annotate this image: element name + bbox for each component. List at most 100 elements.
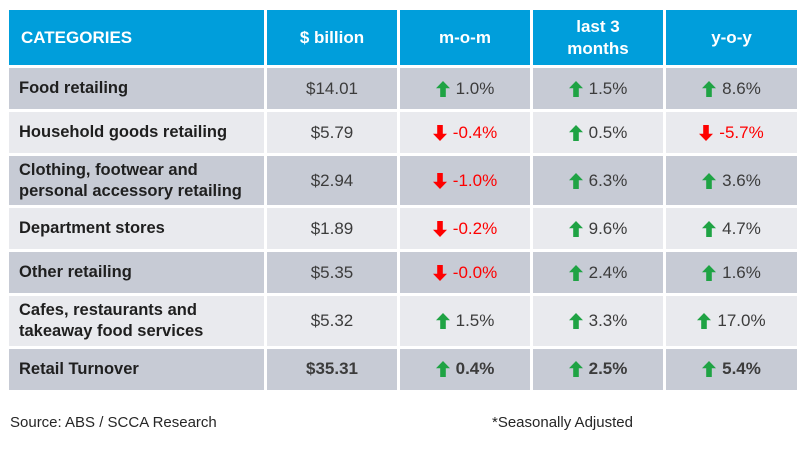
last3-cell: 0.5% xyxy=(533,112,663,153)
category-cell: Food retailing xyxy=(9,68,264,109)
last3-value: 1.5% xyxy=(588,78,628,98)
billion-cell: $35.31 xyxy=(267,348,397,390)
last3-value: 6.3% xyxy=(588,171,628,190)
mom-cell: 0.4% xyxy=(400,348,530,390)
mom-value: -0.0% xyxy=(452,263,498,283)
header-billion-label: $ billion xyxy=(299,27,365,47)
table-row: Other retailing $5.35 -0.0% 2.4% 1.6% xyxy=(9,252,797,294)
yoy-value: 17.0% xyxy=(717,311,766,331)
mom-value: 0.4% xyxy=(455,359,495,379)
down-arrow-icon xyxy=(432,264,447,281)
yoy-value: 1.6% xyxy=(722,263,761,283)
mom-value: 1.0% xyxy=(455,78,495,98)
billion-cell: $5.79 xyxy=(267,112,397,153)
mom-cell: 1.0% xyxy=(400,68,530,109)
table-footer: Source: ABS / SCCA Research *Seasonally … xyxy=(0,412,802,436)
table-row: Retail Turnover $35.31 0.4% 2.5% 5.4% xyxy=(9,348,797,390)
up-arrow-icon xyxy=(568,80,583,97)
up-arrow-icon xyxy=(568,361,583,377)
last3-value: 9.6% xyxy=(588,219,628,239)
category-cell: Department stores xyxy=(9,208,264,250)
table-row: Food retailing $14.01 1.0% 1.5% 8.6% xyxy=(9,68,797,109)
down-arrow-icon xyxy=(432,220,447,237)
table-row: Department stores $1.89 -0.2% 9.6% 4.7% xyxy=(9,208,797,250)
category-cell: Cafes, restaurants and takeaway food ser… xyxy=(9,296,264,346)
yoy-value: 3.6% xyxy=(722,171,761,190)
billion-cell: $5.32 xyxy=(267,296,397,346)
up-arrow-icon xyxy=(702,80,717,97)
header-yoy-label: y-o-y xyxy=(711,27,752,47)
last3-cell: 3.3% xyxy=(533,296,663,346)
last3-value: 3.3% xyxy=(588,311,628,331)
mom-cell: 1.5% xyxy=(400,296,530,346)
seasonally-adjusted-note: *Seasonally Adjusted xyxy=(492,414,633,431)
last3-cell: 6.3% xyxy=(533,156,663,206)
billion-cell: $2.94 xyxy=(267,156,397,206)
mom-value: -0.4% xyxy=(452,122,498,142)
category-cell: Clothing, footwear and personal accessor… xyxy=(9,156,264,206)
up-arrow-icon xyxy=(435,312,450,329)
category-cell: Other retailing xyxy=(9,252,264,294)
yoy-cell: 5.4% xyxy=(666,348,797,390)
mom-value: 1.5% xyxy=(455,311,495,331)
mom-cell: -0.2% xyxy=(400,208,530,250)
header-billion: $ billion xyxy=(267,10,397,65)
yoy-cell: 4.7% xyxy=(666,208,797,250)
billion-cell: $5.35 xyxy=(267,252,397,294)
billion-cell: $1.89 xyxy=(267,208,397,250)
up-arrow-icon xyxy=(435,361,450,377)
table-row: Cafes, restaurants and takeaway food ser… xyxy=(9,296,797,346)
header-last3-label: last 3 months xyxy=(567,17,629,58)
last3-cell: 2.4% xyxy=(533,252,663,294)
mom-value: -1.0% xyxy=(452,171,498,190)
up-arrow-icon xyxy=(697,312,712,329)
up-arrow-icon xyxy=(435,80,450,97)
yoy-value: -5.7% xyxy=(719,122,764,142)
last3-cell: 1.5% xyxy=(533,68,663,109)
up-arrow-icon xyxy=(568,172,583,189)
source-text: Source: ABS / SCCA Research xyxy=(10,414,217,431)
yoy-value: 5.4% xyxy=(722,359,761,379)
last3-value: 2.4% xyxy=(588,263,628,283)
up-arrow-icon xyxy=(702,361,717,377)
last3-cell: 2.5% xyxy=(533,348,663,390)
header-categories: CATEGORIES xyxy=(9,10,264,65)
yoy-cell: 8.6% xyxy=(666,68,797,109)
billion-cell: $14.01 xyxy=(267,68,397,109)
up-arrow-icon xyxy=(568,264,583,281)
up-arrow-icon xyxy=(568,220,583,237)
yoy-cell: 17.0% xyxy=(666,296,797,346)
yoy-cell: 1.6% xyxy=(666,252,797,294)
mom-cell: -0.4% xyxy=(400,112,530,153)
last3-value: 0.5% xyxy=(588,122,628,142)
yoy-cell: -5.7% xyxy=(666,112,797,153)
last3-cell: 9.6% xyxy=(533,208,663,250)
mom-cell: -0.0% xyxy=(400,252,530,294)
last3-value: 2.5% xyxy=(588,359,628,379)
header-mom-label: m-o-m xyxy=(439,27,491,47)
mom-value: -0.2% xyxy=(452,219,498,239)
header-last3: last 3 months xyxy=(533,10,663,65)
up-arrow-icon xyxy=(568,124,583,141)
down-arrow-icon xyxy=(699,124,714,141)
retail-turnover-table: CATEGORIES $ billion m-o-m last 3 months… xyxy=(9,10,797,393)
yoy-cell: 3.6% xyxy=(666,156,797,206)
table-row: Clothing, footwear and personal accessor… xyxy=(9,156,797,206)
down-arrow-icon xyxy=(432,172,447,189)
mom-cell: -1.0% xyxy=(400,156,530,206)
table-header-row: CATEGORIES $ billion m-o-m last 3 months… xyxy=(9,10,797,65)
header-categories-label: CATEGORIES xyxy=(21,27,133,47)
up-arrow-icon xyxy=(702,172,717,189)
yoy-value: 8.6% xyxy=(722,78,761,98)
up-arrow-icon xyxy=(702,220,717,237)
header-mom: m-o-m xyxy=(400,10,530,65)
table-body: Food retailing $14.01 1.0% 1.5% 8.6% Hou… xyxy=(9,68,797,390)
up-arrow-icon xyxy=(702,264,717,281)
down-arrow-icon xyxy=(432,124,447,141)
category-cell: Retail Turnover xyxy=(9,348,264,390)
category-cell: Household goods retailing xyxy=(9,112,264,153)
yoy-value: 4.7% xyxy=(722,219,761,239)
table-row: Household goods retailing $5.79 -0.4% 0.… xyxy=(9,112,797,153)
header-yoy: y-o-y xyxy=(666,10,797,65)
up-arrow-icon xyxy=(568,312,583,329)
